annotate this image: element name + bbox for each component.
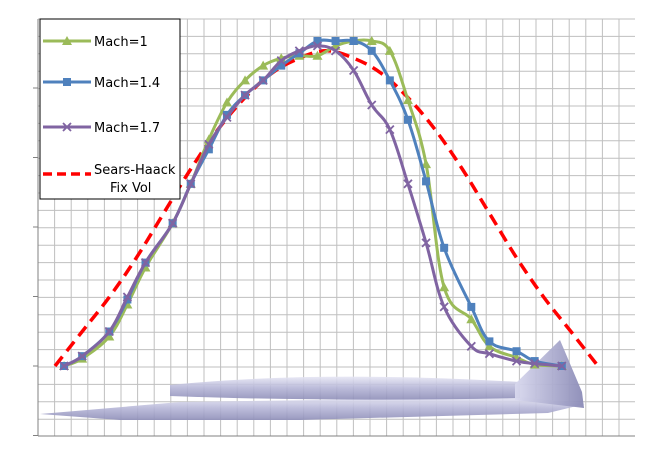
data-point-mach-1-7-5 bbox=[168, 218, 178, 228]
data-point-mach-1-4-14 bbox=[331, 37, 340, 45]
legend-entry-mach1-7: Mach=1.7 bbox=[43, 121, 160, 136]
data-point-mach-1-7-10 bbox=[258, 75, 268, 86]
data-point-mach-1-7-8 bbox=[222, 112, 232, 122]
data-point-mach-1-4-23 bbox=[512, 347, 521, 356]
data-point-mach-1-4-12 bbox=[295, 49, 304, 58]
data-point-mach-1-4-13 bbox=[313, 37, 322, 45]
data-point-mach-1-9 bbox=[240, 75, 251, 85]
legend-entry-mach1: Mach=1 bbox=[43, 35, 148, 50]
data-point-mach-1-4-21 bbox=[467, 302, 476, 311]
legend-label-mach1-4: Mach=1.4 bbox=[94, 76, 160, 91]
data-point-mach-1-21 bbox=[466, 314, 477, 324]
data-point-mach-1-4-20 bbox=[440, 243, 449, 252]
data-point-mach-1-4-7 bbox=[204, 145, 213, 154]
data-point-mach-1-7-17 bbox=[385, 124, 395, 135]
data-point-mach-1-7-0 bbox=[59, 361, 69, 371]
data-point-mach-1-7-16 bbox=[367, 100, 377, 110]
aircraft-silhouette bbox=[40, 340, 585, 420]
data-point-mach-1-7-12 bbox=[294, 46, 304, 56]
data-point-mach-1-7-6 bbox=[186, 179, 196, 189]
series-mach-1-7 bbox=[59, 41, 567, 371]
legend-label-sears-haack-2: Fix Vol bbox=[110, 181, 151, 196]
legend-entry-mach1-4: Mach=1.4 bbox=[43, 76, 160, 91]
legend-entry-sears-haack: Sears-Haack Fix Vol bbox=[43, 163, 176, 196]
data-point-mach-1-10 bbox=[258, 60, 269, 70]
legend-marker-mach1 bbox=[62, 36, 72, 45]
legend-marker-mach1-7 bbox=[62, 122, 72, 132]
data-point-mach-1-7-11 bbox=[276, 56, 286, 66]
data-point-mach-1-7-24 bbox=[530, 358, 540, 369]
aircraft-fuselage bbox=[170, 376, 520, 400]
legend-box bbox=[39, 18, 181, 200]
legend-label-mach1: Mach=1 bbox=[94, 35, 148, 50]
data-point-mach-1-4-18 bbox=[403, 115, 412, 124]
data-point-mach-1-18 bbox=[402, 95, 413, 105]
data-point-mach-1-7-20 bbox=[439, 302, 449, 312]
data-point-mach-1-13 bbox=[312, 50, 323, 60]
aircraft-tail bbox=[515, 340, 584, 408]
data-point-mach-1-4-16 bbox=[367, 46, 376, 55]
data-point-mach-1-7-4 bbox=[140, 257, 151, 268]
data-point-mach-1-7-14 bbox=[330, 46, 341, 56]
data-point-mach-1-7-9 bbox=[240, 90, 250, 100]
data-point-mach-1-7-1 bbox=[77, 351, 87, 361]
data-point-mach-1-16 bbox=[366, 36, 377, 45]
legend: Mach=1 Mach=1.4 Mach=1.7 Sears-Haack Fix… bbox=[39, 18, 181, 200]
data-point-mach-1-7-15 bbox=[349, 65, 359, 76]
data-point-mach-1-4-15 bbox=[349, 37, 358, 45]
data-point-mach-1-7-22 bbox=[484, 349, 495, 359]
data-point-mach-1-8 bbox=[221, 97, 232, 107]
data-point-mach-1-2 bbox=[104, 331, 115, 341]
data-point-mach-1-4-22 bbox=[485, 337, 494, 346]
data-point-mach-1-7-2 bbox=[104, 326, 114, 337]
data-point-mach-1-7-19 bbox=[421, 238, 431, 248]
data-point-mach-1-20 bbox=[439, 282, 450, 292]
data-point-mach-1-17 bbox=[384, 45, 395, 55]
data-point-mach-1-7-3 bbox=[122, 292, 133, 302]
aircraft-wing bbox=[40, 397, 585, 420]
series bbox=[53, 36, 600, 371]
series-line-mach-1 bbox=[63, 38, 562, 368]
legend-label-mach1-7: Mach=1.7 bbox=[94, 121, 160, 136]
data-point-mach-1-19 bbox=[421, 159, 432, 169]
data-point-mach-1-7-21 bbox=[466, 341, 476, 351]
data-point-mach-1-4-17 bbox=[385, 76, 394, 85]
data-point-mach-1-7-23 bbox=[511, 356, 522, 366]
data-point-mach-1-7-25 bbox=[557, 361, 567, 371]
data-point-mach-1-4-24 bbox=[530, 357, 539, 366]
data-point-mach-1-22 bbox=[484, 341, 495, 351]
data-point-mach-1-4-11 bbox=[277, 61, 286, 70]
data-point-mach-1-7-7 bbox=[204, 139, 214, 150]
legend-marker-mach1-4 bbox=[63, 78, 71, 86]
data-point-mach-1-7-18 bbox=[403, 179, 413, 189]
data-point-mach-1-7-13 bbox=[312, 41, 323, 51]
data-point-mach-1-4-19 bbox=[422, 177, 431, 186]
legend-label-sears-haack-1: Sears-Haack bbox=[94, 163, 176, 178]
